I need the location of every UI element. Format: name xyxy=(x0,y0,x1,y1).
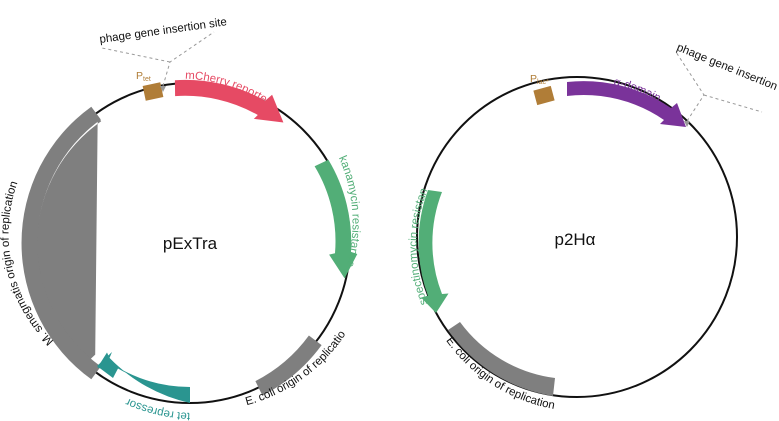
p2h-backbone xyxy=(416,76,738,398)
pextra-kanamycin-arrow xyxy=(314,159,358,279)
p2h-title: p2Hα xyxy=(554,230,595,249)
pextra-insertion-site-arrowhead xyxy=(160,86,166,92)
p2h-alpha-domain-arrow xyxy=(567,81,686,127)
plasmid-p2h-alpha: Plac* phage gene insertion site α-domain… xyxy=(0,0,779,412)
p2h-promoter-box xyxy=(533,85,555,106)
pextra-msmeg-ori-block xyxy=(36,116,102,360)
pextra-insertion-site-label: phage gene insertion site xyxy=(99,16,228,46)
pextra-mcherry-arrow xyxy=(174,79,284,123)
p2h-insertion-site-arrowhead xyxy=(684,121,690,127)
pextra-promoter-main: P xyxy=(136,70,143,82)
pextra-insertion-site-line xyxy=(101,47,171,63)
pextra-msmeg-ori-block xyxy=(21,106,101,380)
p2h-promoter-sub: lac* xyxy=(537,79,549,86)
pextra-ecoli-ori-block xyxy=(255,335,322,396)
p2h-insertion-site-line xyxy=(703,94,763,113)
pextra-promoter-box xyxy=(142,82,164,101)
p2h-ecoli-ori-block xyxy=(448,322,555,396)
pextra-title: pExTra xyxy=(163,234,218,253)
pextra-tet-repressor-arrow xyxy=(97,352,190,402)
plasmid-pextra: Ptet phage gene insertion site mCherry r… xyxy=(0,0,362,421)
p2h-promoter-label: Plac* xyxy=(530,73,549,86)
p2h-spectinomycin-arrow xyxy=(418,190,449,313)
p2h-promoter-main: P xyxy=(530,73,537,85)
p2h-insertion-site-label: phage gene insertion site xyxy=(675,42,779,101)
pextra-promoter-sub: tet xyxy=(143,76,151,83)
pextra-promoter-label: Ptet xyxy=(136,70,151,83)
